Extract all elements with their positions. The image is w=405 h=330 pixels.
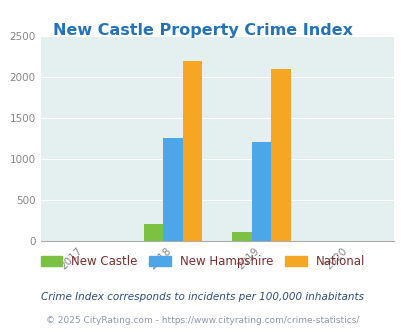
Bar <box>182 61 202 241</box>
Text: Crime Index corresponds to incidents per 100,000 inhabitants: Crime Index corresponds to incidents per… <box>41 292 364 302</box>
Legend: New Castle, New Hampshire, National: New Castle, New Hampshire, National <box>36 250 369 273</box>
Text: © 2025 CityRating.com - https://www.cityrating.com/crime-statistics/: © 2025 CityRating.com - https://www.city… <box>46 316 359 325</box>
Bar <box>163 138 182 241</box>
Bar <box>271 69 290 241</box>
Bar <box>251 142 271 241</box>
Bar <box>143 224 163 241</box>
Text: New Castle Property Crime Index: New Castle Property Crime Index <box>53 23 352 38</box>
Bar <box>232 232 251 241</box>
